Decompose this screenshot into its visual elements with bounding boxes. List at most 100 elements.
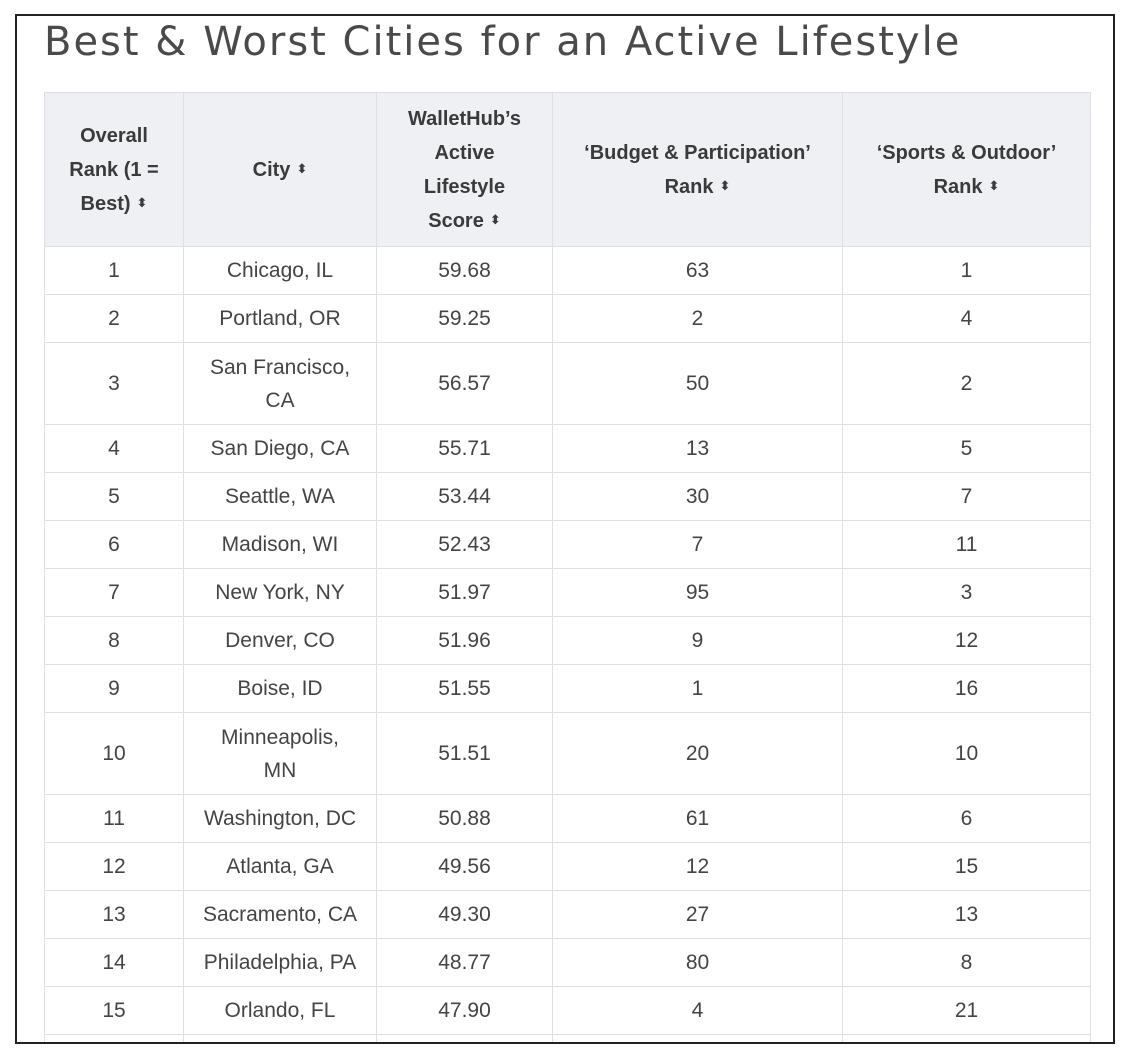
rank-cell: 6: [44, 520, 184, 569]
budget-rank-cell: 4: [552, 986, 843, 1035]
column-header-overall-rank[interactable]: Overall Rank (1 = Best) ⬍: [44, 92, 184, 247]
budget-rank-cell: 30: [552, 472, 843, 521]
empty-cell: [376, 1034, 553, 1042]
budget-rank-cell: 2: [552, 294, 843, 343]
sort-arrows-icon[interactable]: ⬍: [296, 160, 308, 176]
page-frame: Best & Worst Cities for an Active Lifest…: [15, 14, 1115, 1044]
table-row: 9 Boise, ID 51.55 1 16: [44, 664, 1091, 713]
score-cell: 53.44: [376, 472, 553, 521]
ranking-table: Overall Rank (1 = Best) ⬍ City ⬍ WalletHub…: [44, 92, 1091, 1042]
empty-cell: [552, 1034, 843, 1042]
column-header-label: ‘Sports & Outdoor’ Rank: [876, 141, 1057, 198]
budget-rank-cell: 20: [552, 712, 843, 795]
city-cell: Orlando, FL: [183, 986, 377, 1035]
budget-rank-cell: 9: [552, 616, 843, 665]
budget-rank-cell: 13: [552, 424, 843, 473]
sports-rank-cell: 12: [842, 616, 1091, 665]
score-cell: 51.51: [376, 712, 553, 795]
column-header-label: ‘Budget & Participation’ Rank: [584, 141, 811, 198]
city-cell: Boise, ID: [183, 664, 377, 713]
table-row: 5 Seattle, WA 53.44 30 7: [44, 472, 1091, 521]
rank-cell: 2: [44, 294, 184, 343]
score-cell: 51.55: [376, 664, 553, 713]
rank-cell: 8: [44, 616, 184, 665]
rank-cell: 3: [44, 342, 184, 425]
budget-rank-cell: 1: [552, 664, 843, 713]
table-row: 11 Washington, DC 50.88 61 6: [44, 794, 1091, 843]
table-row: 7 New York, NY 51.97 95 3: [44, 568, 1091, 617]
rank-cell: 1: [44, 246, 184, 295]
sports-rank-cell: 4: [842, 294, 1091, 343]
city-cell: Denver, CO: [183, 616, 377, 665]
table-header-row: Overall Rank (1 = Best) ⬍ City ⬍ WalletHub…: [44, 92, 1091, 247]
table-row: 14 Philadelphia, PA 48.77 80 8: [44, 938, 1091, 987]
table-row: 1 Chicago, IL 59.68 63 1: [44, 246, 1091, 295]
score-cell: 59.25: [376, 294, 553, 343]
sports-rank-cell: 1: [842, 246, 1091, 295]
rank-cell: 14: [44, 938, 184, 987]
sports-rank-cell: 13: [842, 890, 1091, 939]
score-cell: 47.90: [376, 986, 553, 1035]
score-cell: 56.57: [376, 342, 553, 425]
score-cell: 51.96: [376, 616, 553, 665]
column-header-sports-rank[interactable]: ‘Sports & Outdoor’ Rank ⬍: [842, 92, 1091, 247]
city-cell: San Diego, CA: [183, 424, 377, 473]
sports-rank-cell: 8: [842, 938, 1091, 987]
rank-cell: 12: [44, 842, 184, 891]
rank-cell: 10: [44, 712, 184, 795]
city-cell: New York, NY: [183, 568, 377, 617]
city-cell: Washington, DC: [183, 794, 377, 843]
column-header-score[interactable]: WalletHub’s Active Lifestyle Score ⬍: [376, 92, 553, 247]
sports-rank-cell: 15: [842, 842, 1091, 891]
column-header-label: City: [252, 158, 291, 181]
city-cell: San Francisco, CA: [183, 342, 377, 425]
sports-rank-cell: 5: [842, 424, 1091, 473]
sort-arrows-icon[interactable]: ⬍: [489, 211, 501, 227]
score-cell: 55.71: [376, 424, 553, 473]
rank-cell: 15: [44, 986, 184, 1035]
column-header-budget-rank[interactable]: ‘Budget & Participation’ Rank ⬍: [552, 92, 843, 247]
sports-rank-cell: 2: [842, 342, 1091, 425]
table-row: 4 San Diego, CA 55.71 13 5: [44, 424, 1091, 473]
city-cell: Sacramento, CA: [183, 890, 377, 939]
score-cell: 49.56: [376, 842, 553, 891]
sports-rank-cell: 10: [842, 712, 1091, 795]
score-cell: 48.77: [376, 938, 553, 987]
empty-cell: [183, 1034, 377, 1042]
empty-cell: [842, 1034, 1091, 1042]
city-cell: Seattle, WA: [183, 472, 377, 521]
city-cell: Philadelphia, PA: [183, 938, 377, 987]
sports-rank-cell: 7: [842, 472, 1091, 521]
column-header-city[interactable]: City ⬍: [183, 92, 377, 247]
table-row: 2 Portland, OR 59.25 2 4: [44, 294, 1091, 343]
sports-rank-cell: 21: [842, 986, 1091, 1035]
budget-rank-cell: 63: [552, 246, 843, 295]
table-body: 1 Chicago, IL 59.68 63 1 2 Portland, OR 59.25 2 4…: [44, 246, 1091, 1042]
table-row: 10 Minneapolis, MN 51.51 20 10: [44, 712, 1091, 795]
budget-rank-cell: 27: [552, 890, 843, 939]
rank-cell: 9: [44, 664, 184, 713]
sports-rank-cell: 3: [842, 568, 1091, 617]
score-cell: 59.68: [376, 246, 553, 295]
rank-cell: 7: [44, 568, 184, 617]
budget-rank-cell: 7: [552, 520, 843, 569]
sports-rank-cell: 16: [842, 664, 1091, 713]
city-cell: Madison, WI: [183, 520, 377, 569]
sort-arrows-icon[interactable]: ⬍: [136, 194, 148, 210]
city-cell: Atlanta, GA: [183, 842, 377, 891]
sports-rank-cell: 6: [842, 794, 1091, 843]
city-cell: Portland, OR: [183, 294, 377, 343]
budget-rank-cell: 12: [552, 842, 843, 891]
budget-rank-cell: 61: [552, 794, 843, 843]
page-title: Best & Worst Cities for an Active Lifest…: [44, 19, 962, 65]
table-row: 15 Orlando, FL 47.90 4 21: [44, 986, 1091, 1035]
score-cell: 52.43: [376, 520, 553, 569]
empty-cell: [44, 1034, 184, 1042]
table-row: 12 Atlanta, GA 49.56 12 15: [44, 842, 1091, 891]
table-row: 3 San Francisco, CA 56.57 50 2: [44, 342, 1091, 425]
budget-rank-cell: 95: [552, 568, 843, 617]
budget-rank-cell: 50: [552, 342, 843, 425]
sort-arrows-icon[interactable]: ⬍: [988, 177, 1000, 193]
table-row: 6 Madison, WI 52.43 7 11: [44, 520, 1091, 569]
sort-arrows-icon[interactable]: ⬍: [719, 177, 731, 193]
